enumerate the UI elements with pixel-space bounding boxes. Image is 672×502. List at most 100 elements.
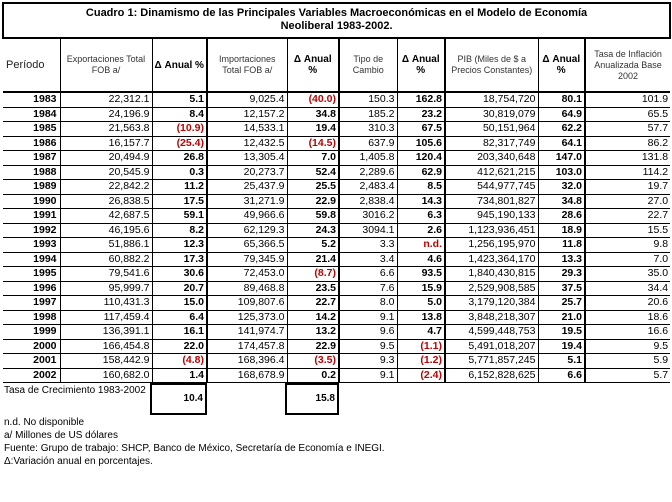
cell-year: 1988 [3, 165, 61, 180]
header-delta-gdp: Δ Anual % [538, 38, 586, 93]
cell-delta-gdp: 19.5 [538, 324, 586, 340]
cell-delta-exports: 59.1 [152, 208, 208, 224]
cell-delta-gdp: 64.9 [538, 107, 586, 122]
note-source: Fuente: Grupo de trabajo: SHCP, Banco de… [4, 443, 385, 454]
cell-year: 1997 [3, 295, 61, 311]
cell-inflation: 131.8 [585, 150, 671, 166]
growth-label: Tasa de Crecimiento 1983-2002 [4, 385, 146, 396]
cell-exports: 20,545.9 [60, 165, 153, 180]
cell-inflation: 5.7 [585, 368, 671, 383]
header-inflation: Tasa de Inflación Anualizada Base 2002 [585, 38, 671, 93]
cell-delta-gdp: 13.3 [538, 252, 586, 267]
cell-delta-gdp: 28.6 [538, 208, 586, 224]
cell-imports: 174,457.8 [207, 339, 288, 354]
cell-imports: 168,396.4 [207, 353, 288, 369]
growth-table: Tasa de Crecimiento 1983-2002 10.4 15.8 [2, 383, 669, 415]
cell-inflation: 22.7 [585, 208, 671, 224]
table-title: Cuadro 1: Dinamismo de las Principales V… [1, 2, 672, 39]
cell-delta-imports: 19.4 [287, 121, 340, 137]
cell-delta-imports: (8.7) [287, 266, 340, 282]
cell-year: 2000 [3, 339, 61, 354]
cell-gdp: 544,977,745 [445, 179, 539, 195]
cell-exports: 160,682.0 [60, 368, 153, 383]
cell-delta-imports: 25.5 [287, 179, 340, 195]
cell-inflation: 16.6 [585, 324, 671, 340]
cell-delta-exports: 17.3 [152, 252, 208, 267]
cell-delta-exports: 11.2 [152, 179, 208, 195]
table-row: 1999 136,391.1 16.1 141,974.7 13.2 9.6 4.7 4,59… [3, 324, 671, 340]
cell-delta-imports: 5.2 [287, 237, 340, 253]
cell-delta-exports: 8.2 [152, 223, 208, 238]
cell-delta-exchange: 67.5 [397, 121, 446, 137]
cell-delta-exports: 12.3 [152, 237, 208, 253]
cell-delta-exchange: 5.0 [397, 295, 446, 311]
cell-exchange: 8.0 [339, 295, 398, 311]
table-row: 1986 16,157.7 (25.4) 12,432.5 (14.5) 637.9 105… [3, 136, 671, 151]
cell-delta-exports: 16.1 [152, 324, 208, 340]
cell-imports: 141,974.7 [207, 324, 288, 340]
cell-imports: 9,025.4 [207, 92, 288, 108]
table-row: 1987 20,494.9 26.8 13,305.4 7.0 1,405.8 120.4 2… [3, 150, 671, 166]
growth-row: Tasa de Crecimiento 1983-2002 10.4 15.8 [2, 383, 669, 415]
cell-delta-gdp: 25.7 [538, 295, 586, 311]
cell-delta-exchange: 162.8 [397, 92, 446, 108]
table-row: 1988 20,545.9 0.3 20,273.7 52.4 2,289.6 62.9 41… [3, 165, 671, 180]
cell-exports: 21,563.8 [60, 121, 153, 137]
cell-gdp: 5,491,018,207 [445, 339, 539, 354]
cell-exchange: 150.3 [339, 92, 398, 108]
cell-exchange: 2,483.4 [339, 179, 398, 195]
cell-delta-imports: 22.9 [287, 339, 340, 354]
cell-exchange: 2,838.4 [339, 194, 398, 209]
table-row: 1993 51,886.1 12.3 65,366.5 5.2 3.3 n.d. 1,256,… [3, 237, 671, 253]
table-row: 1989 22,842.2 11.2 25,437.9 25.5 2,483.4 8.5 54… [3, 179, 671, 195]
growth-imports: 15.8 [285, 383, 339, 415]
cell-exports: 79,541.6 [60, 266, 153, 282]
cell-gdp: 82,317,749 [445, 136, 539, 151]
cell-delta-exchange: 15.9 [397, 281, 446, 296]
cell-gdp: 5,771,857,245 [445, 353, 539, 369]
cell-delta-exchange: (2.4) [397, 368, 446, 383]
cell-delta-imports: (3.5) [287, 353, 340, 369]
cell-year: 1996 [3, 281, 61, 296]
cell-exports: 110,431.3 [60, 295, 153, 311]
cell-imports: 12,432.5 [207, 136, 288, 151]
macro-table: Cuadro 1: Dinamismo de las Principales V… [1, 2, 672, 383]
cell-inflation: 9.8 [585, 237, 671, 253]
header-imports: Importaciones Total FOB a/ [207, 38, 288, 93]
cell-delta-exports: (25.4) [152, 136, 208, 151]
cell-exports: 117,459.4 [60, 310, 153, 325]
cell-gdp: 1,423,364,170 [445, 252, 539, 267]
cell-delta-gdp: 11.8 [538, 237, 586, 253]
cell-gdp: 6,152,828,625 [445, 368, 539, 383]
cell-delta-exports: 30.6 [152, 266, 208, 282]
cell-delta-imports: (14.5) [287, 136, 340, 151]
cell-imports: 109,807.6 [207, 295, 288, 311]
cell-delta-imports: 7.0 [287, 150, 340, 166]
table-row: 1995 79,541.6 30.6 72,453.0 (8.7) 6.6 93.5 1,84… [3, 266, 671, 282]
cell-inflation: 34.4 [585, 281, 671, 296]
cell-delta-imports: 23.5 [287, 281, 340, 296]
note-nd: n.d. No disponible [4, 417, 85, 428]
cell-delta-gdp: 5.1 [538, 353, 586, 369]
cell-exchange: 9.6 [339, 324, 398, 340]
cell-gdp: 945,190,133 [445, 208, 539, 224]
cell-exports: 42,687.5 [60, 208, 153, 224]
cell-gdp: 1,840,430,815 [445, 266, 539, 282]
cell-exchange: 9.5 [339, 339, 398, 354]
cell-delta-exchange: 13.8 [397, 310, 446, 325]
cell-exchange: 310.3 [339, 121, 398, 137]
note-units: a/ Millones de US dólares [4, 430, 118, 441]
cell-delta-exchange: 8.5 [397, 179, 446, 195]
cell-imports: 62,129.3 [207, 223, 288, 238]
cell-delta-imports: 0.2 [287, 368, 340, 383]
cell-delta-exports: (4.8) [152, 353, 208, 369]
cell-exchange: 9.1 [339, 368, 398, 383]
note-delta: Δ:Variación anual en porcentajes. [4, 456, 153, 467]
cell-gdp: 2,529,908,585 [445, 281, 539, 296]
cell-year: 1985 [3, 121, 61, 137]
cell-exchange: 9.3 [339, 353, 398, 369]
cell-gdp: 50,151,964 [445, 121, 539, 137]
cell-delta-exchange: 2.6 [397, 223, 446, 238]
cell-delta-gdp: 80.1 [538, 92, 586, 108]
header-delta-exchange: Δ Anual % [397, 38, 446, 93]
